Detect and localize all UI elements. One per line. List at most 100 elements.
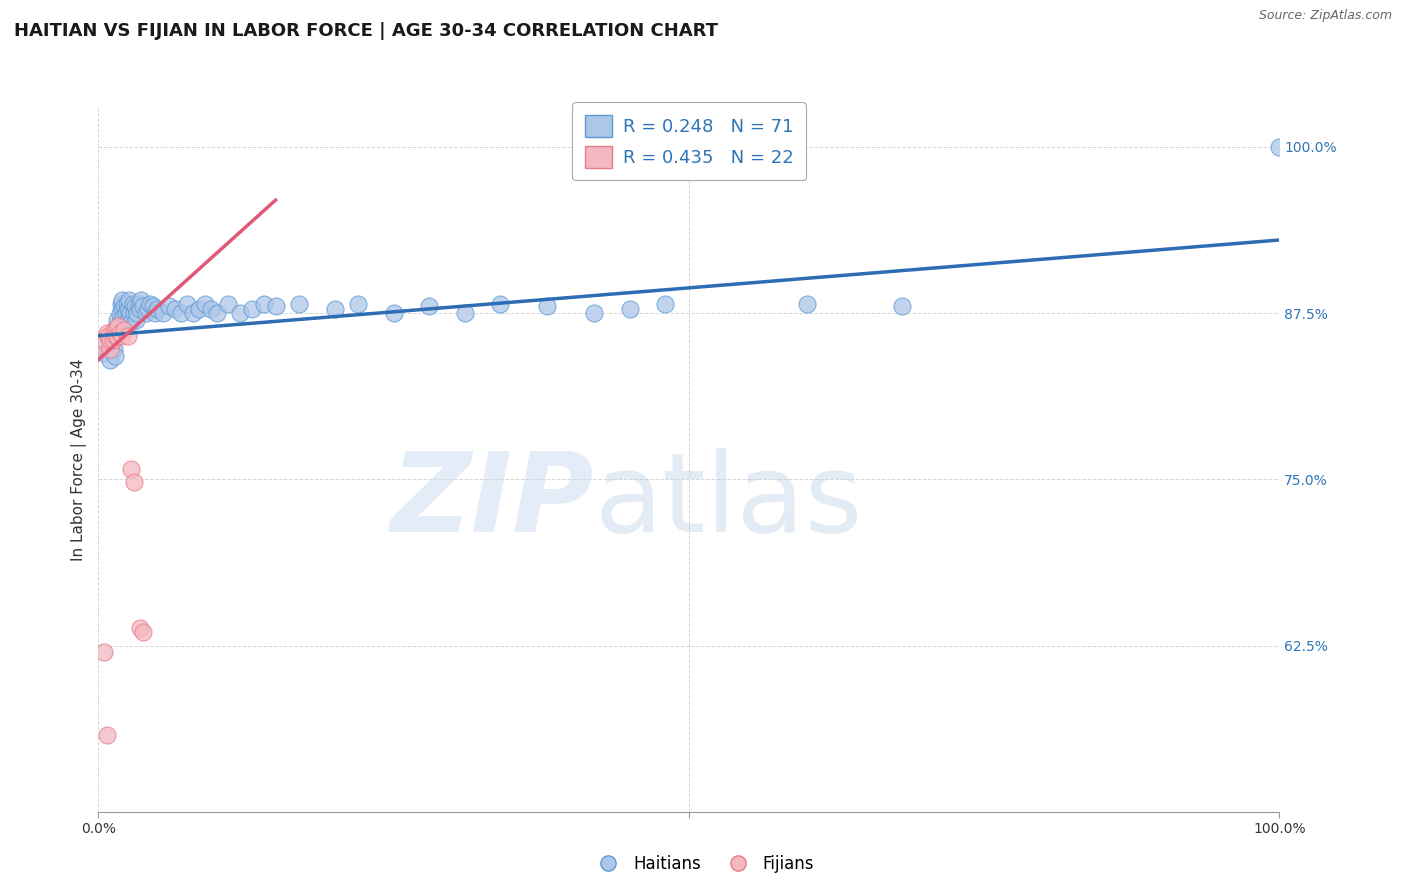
Point [101,333,124,347]
Point [97,328,120,343]
Point [229,306,252,320]
Point [128,302,150,317]
Point [120,306,142,320]
Point [121,315,143,329]
Point [152,306,174,320]
Point [93,333,115,347]
Point [96,728,118,742]
Point [125,312,148,326]
Point [96,326,118,340]
Point [132,300,155,314]
Point [114,306,136,320]
Point [323,302,346,317]
Point [165,302,187,317]
Y-axis label: In Labor Force | Age 30-34: In Labor Force | Age 30-34 [72,358,87,561]
Point [104,328,127,343]
Point [194,297,217,311]
Text: Source: ZipAtlas.com: Source: ZipAtlas.com [1258,9,1392,22]
Point [112,310,135,325]
Point [98,339,121,353]
Point [128,621,150,635]
Point [105,322,128,336]
Legend: Haitians, Fijians: Haitians, Fijians [585,848,821,880]
Point [176,297,198,311]
Point [117,328,139,343]
Point [115,297,138,311]
Point [91,339,114,353]
Point [347,297,370,311]
Point [117,312,139,326]
Point [105,312,128,326]
Point [107,319,129,334]
Point [128,297,150,311]
Point [112,319,135,334]
Point [118,293,141,307]
Point [418,300,440,314]
Point [103,323,125,337]
Point [117,302,139,317]
Point [654,297,676,311]
Point [105,328,128,343]
Point [142,300,165,314]
Legend: R = 0.248   N = 71, R = 0.435   N = 22: R = 0.248 N = 71, R = 0.435 N = 22 [572,102,806,180]
Point [136,302,159,317]
Text: ZIP: ZIP [391,448,595,555]
Point [217,297,239,311]
Point [105,322,128,336]
Point [121,461,143,475]
Point [453,306,475,320]
Point [1268,140,1291,154]
Point [122,306,145,320]
Point [127,306,149,320]
Point [111,328,134,343]
Point [170,306,193,320]
Point [104,349,127,363]
Point [108,326,131,340]
Point [98,352,121,367]
Point [382,306,405,320]
Point [181,306,204,320]
Point [124,300,146,314]
Point [93,346,115,360]
Point [110,297,132,311]
Point [139,297,162,311]
Point [583,306,606,320]
Point [489,297,512,311]
Text: HAITIAN VS FIJIAN IN LABOR FORCE | AGE 30-34 CORRELATION CHART: HAITIAN VS FIJIAN IN LABOR FORCE | AGE 3… [14,22,718,40]
Point [121,297,143,311]
Point [536,300,558,314]
Point [619,302,641,317]
Point [146,302,169,317]
Point [288,297,311,311]
Point [240,302,263,317]
Point [112,300,135,314]
Point [122,475,145,489]
Point [108,315,131,329]
Point [103,342,125,356]
Point [112,323,135,337]
Point [264,300,287,314]
Point [96,339,118,353]
Point [890,300,912,314]
Point [98,342,121,356]
Point [105,328,128,343]
Point [101,333,124,347]
Point [135,306,157,320]
Point [93,645,115,659]
Point [187,302,209,317]
Point [111,302,134,317]
Point [157,300,180,314]
Point [205,306,228,320]
Point [108,306,131,320]
Point [98,333,121,347]
Point [97,333,120,347]
Point [129,293,152,307]
Point [200,302,222,317]
Point [107,323,129,337]
Point [111,293,134,307]
Point [143,306,166,320]
Point [253,297,276,311]
Point [796,297,818,311]
Point [132,625,155,640]
Text: atlas: atlas [595,448,863,555]
